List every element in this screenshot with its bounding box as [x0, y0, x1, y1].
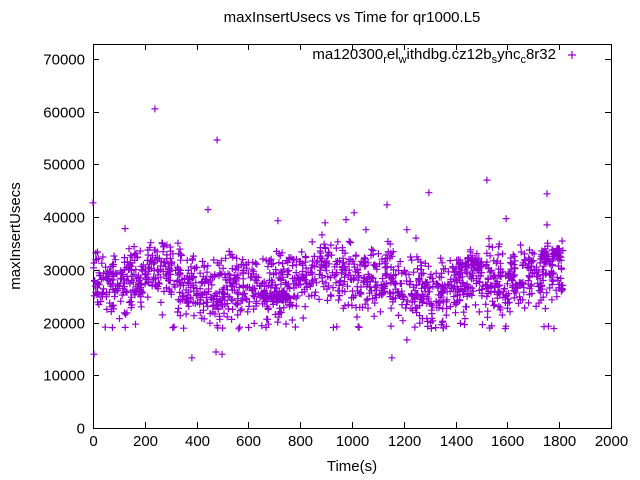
svg-text:0: 0	[89, 433, 97, 450]
svg-text:800: 800	[288, 433, 313, 450]
svg-text:1400: 1400	[440, 433, 473, 450]
svg-text:1600: 1600	[491, 433, 524, 450]
svg-text:600: 600	[236, 433, 261, 450]
svg-text:10000: 10000	[43, 368, 85, 385]
chart-title: maxInsertUsecs vs Time for qr1000.L5	[223, 9, 481, 26]
legend-marker-icon	[568, 51, 576, 59]
data-points	[89, 105, 567, 362]
svg-text:2000: 2000	[595, 433, 628, 450]
svg-text:1200: 1200	[388, 433, 421, 450]
plot-border	[93, 44, 612, 429]
axis-tick-labels: 0 200 400 600 800 1000 1200 1400 1600 1800 2000010…	[43, 52, 628, 451]
svg-text:40000: 40000	[43, 210, 85, 227]
svg-text:1000: 1000	[336, 433, 369, 450]
svg-text:60000: 60000	[43, 105, 85, 122]
svg-text:20000: 20000	[43, 316, 85, 333]
svg-text:0: 0	[77, 421, 85, 438]
x-axis-title: Time(s)	[326, 458, 378, 475]
axis-ticks	[93, 44, 612, 429]
svg-text:30000: 30000	[43, 263, 85, 280]
svg-text:50000: 50000	[43, 157, 85, 174]
legend: ma120300relwithdbg.cz12bsyncc8r32	[312, 46, 556, 66]
svg-text:70000: 70000	[43, 52, 85, 69]
svg-text:200: 200	[133, 433, 158, 450]
svg-text:1800: 1800	[543, 433, 576, 450]
legend-label: ma120300relwithdbg.cz12bsyncc8r32	[312, 46, 556, 66]
svg-text:400: 400	[185, 433, 210, 450]
